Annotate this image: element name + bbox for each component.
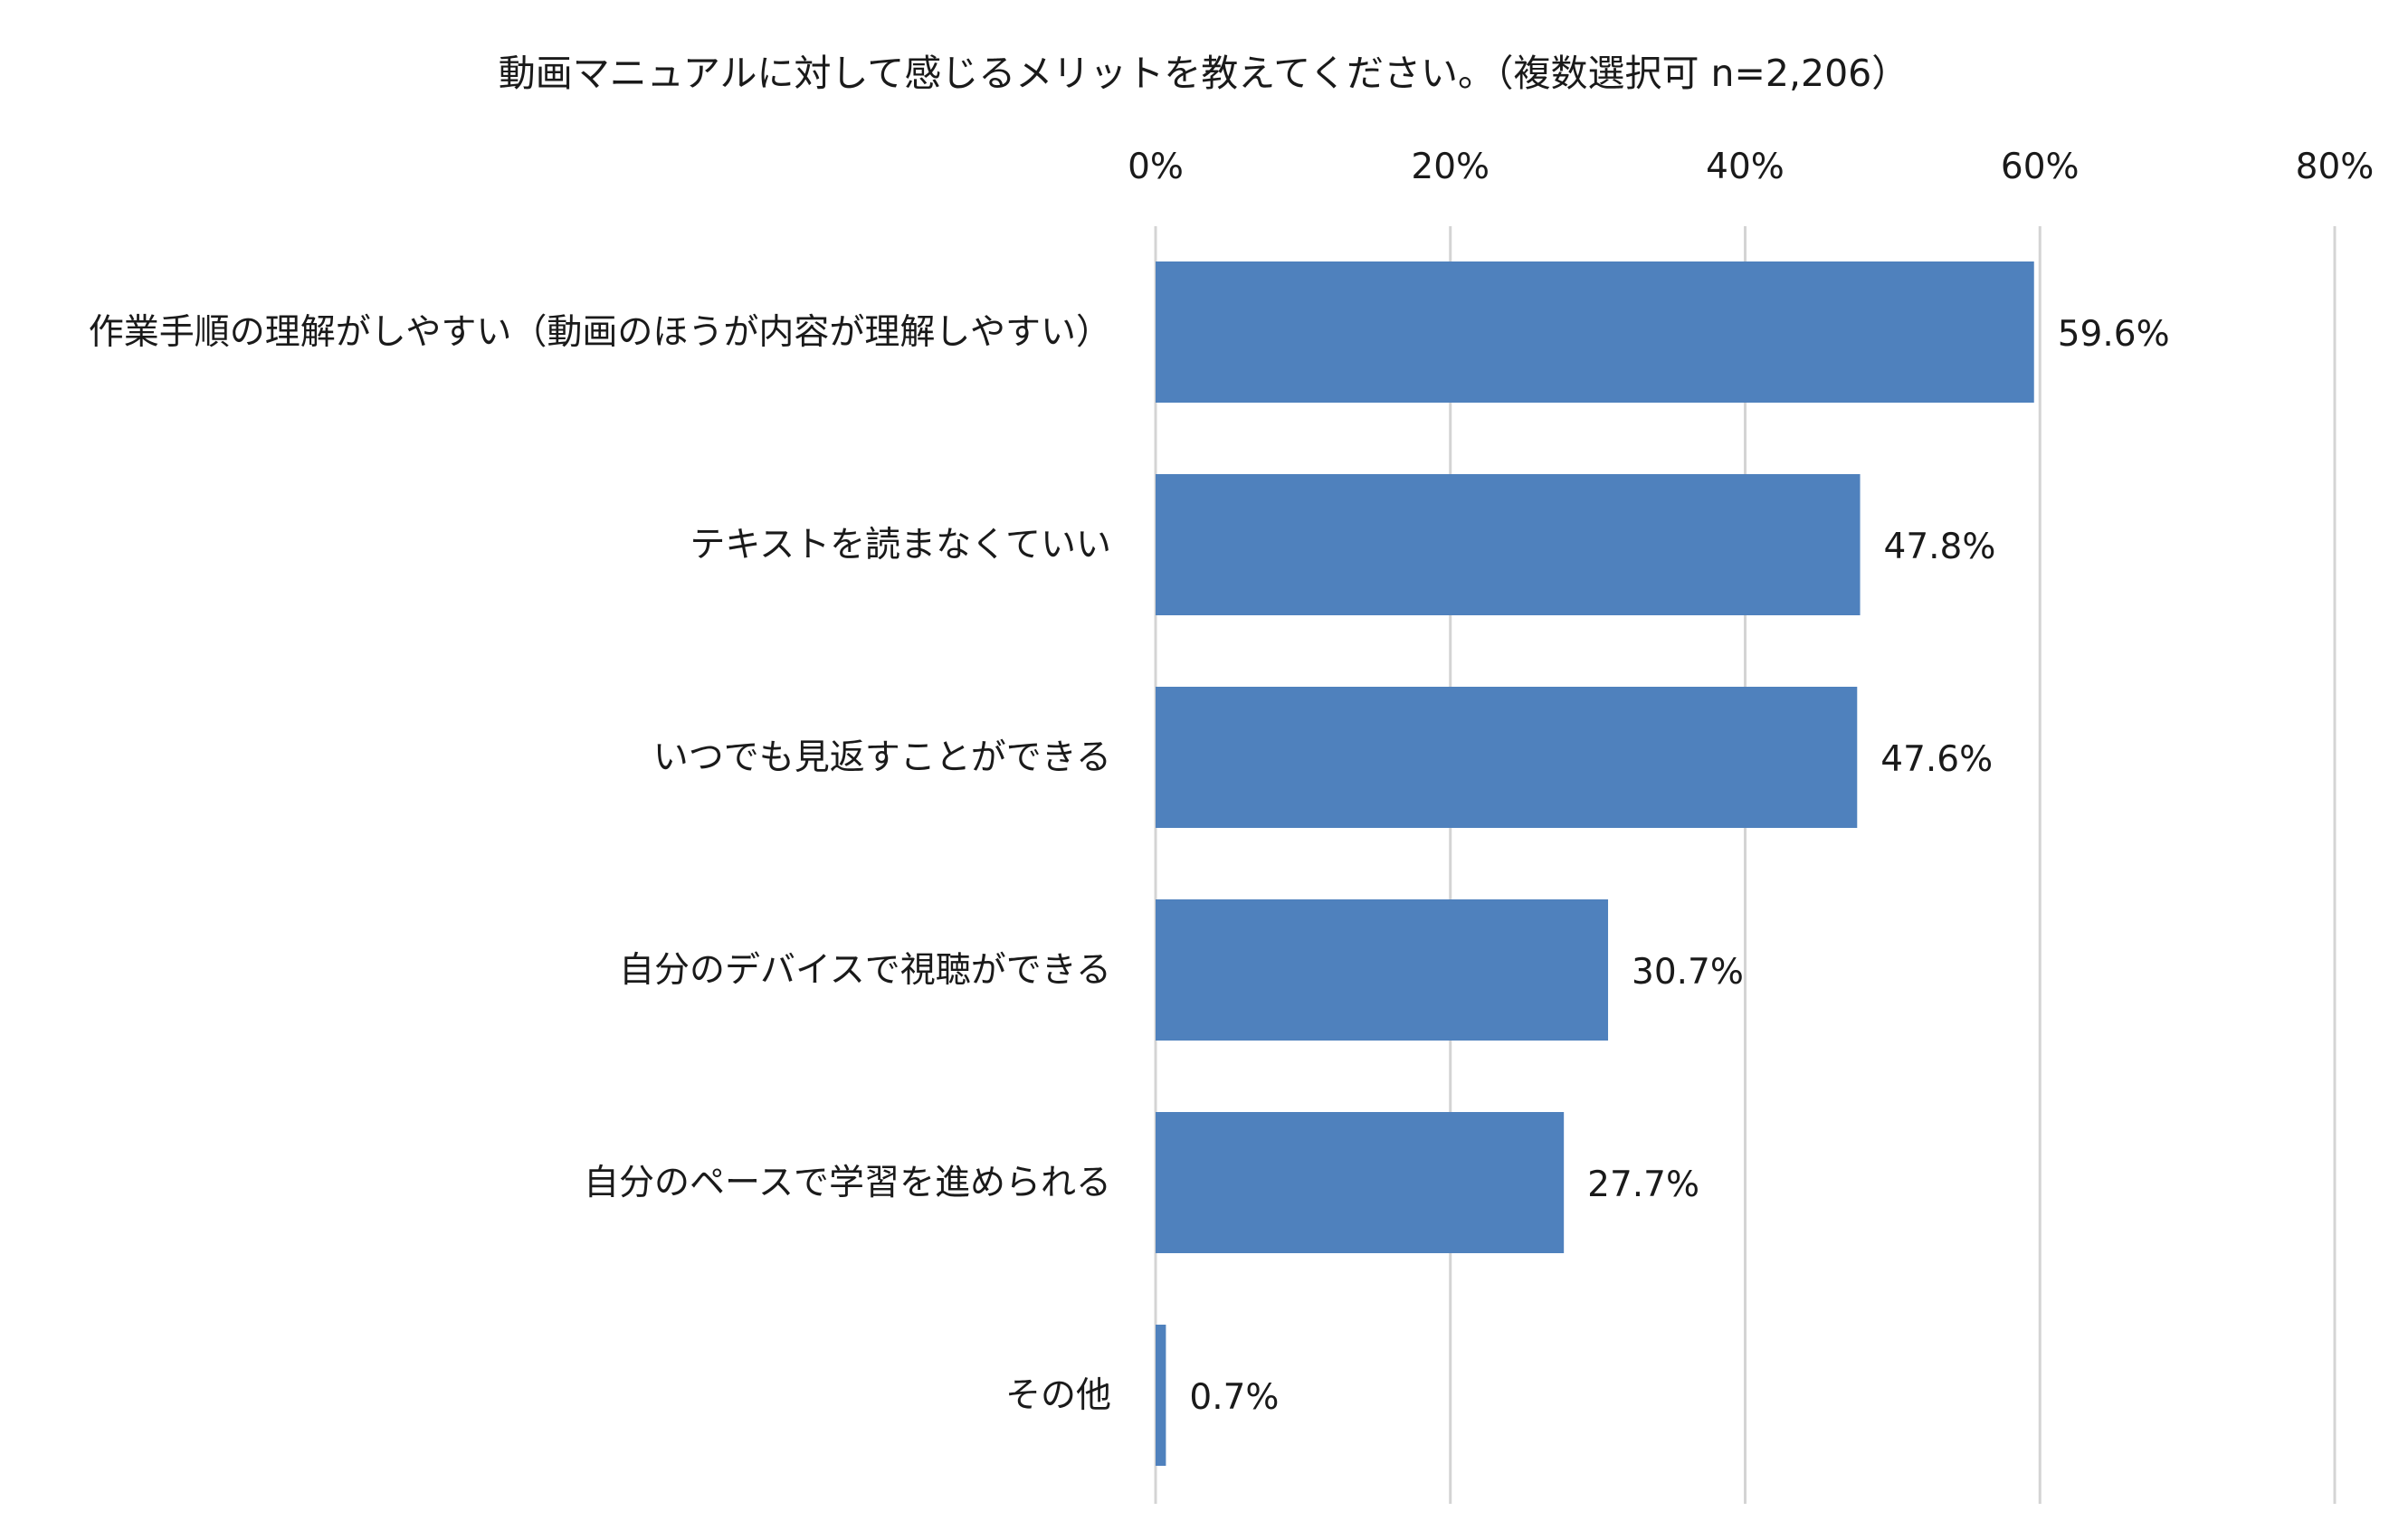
bar	[1156, 474, 1861, 615]
category-label: いつでも見返すことができる	[653, 737, 1111, 778]
data-label: 27.7%	[1587, 1165, 1699, 1205]
x-axis-ticks: 0% 20% 40% 60% 80%	[1128, 147, 2374, 187]
data-label: 47.6%	[1880, 739, 1993, 780]
category-label: その他	[1005, 1375, 1111, 1416]
data-labels: 59.6% 47.8% 47.6% 30.7% 27.7% 0.7%	[1189, 314, 2169, 1418]
data-label: 0.7%	[1189, 1377, 1279, 1418]
gridlines	[1154, 226, 2337, 1504]
data-label: 30.7%	[1632, 952, 1744, 993]
bar	[1156, 261, 2034, 403]
x-tick-label: 0%	[1128, 147, 1184, 187]
category-labels: 作業手順の理解がしやすい（動画のほうが内容が理解しやすい） テキストを読まなくてい…	[89, 312, 1111, 1416]
x-tick-label: 60%	[2001, 147, 2080, 187]
category-label: 作業手順の理解がしやすい（動画のほうが内容が理解しやすい）	[89, 312, 1111, 353]
chart-title: 動画マニュアルに対して感じるメリットを教えてください。（複数選択可 n=2,20…	[499, 52, 1909, 95]
x-tick-label: 40%	[1706, 147, 1785, 187]
bar	[1156, 1112, 1565, 1253]
bars	[1156, 261, 2034, 1466]
category-label: 自分のペースで学習を進められる	[584, 1163, 1111, 1203]
bar	[1156, 687, 1858, 828]
data-label: 59.6%	[2058, 314, 2170, 355]
data-label: 47.8%	[1884, 527, 1996, 567]
bar	[1156, 899, 1609, 1041]
x-tick-label: 20%	[1411, 147, 1490, 187]
bar	[1156, 1325, 1166, 1466]
category-label: 自分のデバイスで視聴ができる	[619, 950, 1111, 991]
category-label: テキストを読まなくていい	[690, 525, 1111, 566]
x-tick-label: 80%	[2296, 147, 2375, 187]
